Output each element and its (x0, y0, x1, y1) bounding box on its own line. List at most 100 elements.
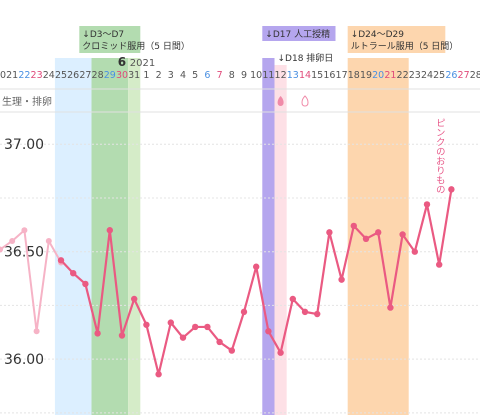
temperature-point (204, 323, 211, 331)
temperature-point (70, 269, 77, 277)
day-label: 20 (0, 70, 6, 81)
prior-temperature-point (45, 237, 52, 244)
day-label: 24 (421, 70, 433, 81)
day-label: 8 (229, 70, 235, 81)
temperature-point (82, 280, 89, 288)
day-label: 30 (116, 70, 128, 81)
temperature-point (362, 235, 370, 243)
annotation-text: ルトラール服用（5 日間） (351, 41, 459, 52)
year-label: 2021 (130, 58, 155, 69)
annotation-text: ↓D17 人工授精 (265, 28, 330, 40)
phase-band-0 (54, 58, 92, 415)
ovulation-marker (301, 95, 309, 107)
temperature-point (118, 332, 126, 339)
day-label: 10 (250, 70, 262, 81)
temperature-point (57, 257, 65, 264)
ovulation-marker (277, 96, 284, 106)
temperature-point (423, 201, 431, 208)
day-label: 12 (275, 70, 287, 81)
day-label: 26 (67, 70, 79, 81)
temperature-point (253, 263, 260, 270)
phase-band-3 (262, 58, 275, 415)
day-label: 13 (287, 70, 299, 81)
temperature-point (167, 319, 174, 326)
temperature-point (411, 248, 418, 255)
annotation-box-3 (347, 26, 446, 53)
day-label: 2 (156, 70, 162, 81)
day-label: 22 (18, 70, 30, 81)
day-label: 28 (470, 70, 480, 81)
temperature-point (277, 349, 284, 356)
temperature-point (192, 323, 199, 331)
prior-temperature-point (9, 237, 16, 244)
temperature-point (216, 338, 223, 346)
temperature-point (387, 304, 394, 311)
temperature-point (314, 310, 321, 318)
temperature-point (106, 227, 114, 234)
day-label: 28 (92, 70, 104, 81)
day-label: 6 (204, 70, 210, 81)
day-label: 27 (79, 70, 91, 81)
annotation-text: クロミッド服用（5 日間） (82, 41, 190, 52)
day-label: 25 (433, 70, 445, 81)
annotation-text: ↓D3〜D7 (82, 30, 124, 40)
row-label: 生理・排卵 (2, 95, 52, 108)
temperature-point (240, 308, 248, 316)
y-tick-label: 36.50 (4, 245, 44, 261)
y-tick-label: 36.00 (4, 352, 44, 368)
day-label: 27 (458, 70, 470, 81)
day-label: 5 (192, 70, 198, 81)
chart-header: 6202120212223242526272829303112345678910… (0, 55, 480, 108)
temperature-point (143, 321, 150, 328)
temperature-point (179, 334, 187, 341)
annotation-box-1 (262, 26, 336, 41)
day-label: 31 (128, 70, 140, 81)
prior-temperature-point (21, 227, 28, 234)
day-label: 19 (360, 70, 372, 81)
temperature-point (94, 330, 101, 337)
day-label: 9 (241, 70, 247, 81)
month-label: 6 (118, 55, 126, 69)
day-label: 23 (31, 70, 43, 81)
temperature-point (338, 276, 345, 283)
annotation-box-0 (79, 26, 141, 53)
day-label: 21 (6, 70, 18, 81)
day-label: 14 (299, 70, 311, 81)
day-label: 11 (262, 70, 274, 81)
day-label: 23 (409, 70, 421, 81)
day-label: 3 (168, 70, 174, 81)
day-label: 21 (384, 70, 396, 81)
day-label: 7 (217, 70, 223, 81)
temperature-point (350, 222, 357, 230)
day-label: 26 (445, 70, 457, 81)
annotation-text: ↓D18 排卵日 (278, 52, 334, 64)
temperature-point (448, 186, 455, 193)
temperature-point (228, 347, 235, 354)
day-label: 17 (336, 70, 348, 81)
y-tick-label: 37.00 (4, 137, 44, 153)
day-label: 24 (43, 70, 55, 81)
phase-band-4 (274, 58, 287, 415)
temperature-point (375, 229, 382, 236)
day-label: 1 (143, 70, 149, 81)
temperature-point (155, 371, 162, 378)
temperature-point (436, 261, 443, 268)
temperature-point (301, 308, 309, 316)
day-label: 15 (311, 70, 323, 81)
day-label: 25 (55, 70, 67, 81)
day-label: 29 (104, 70, 116, 81)
temperature-point (399, 231, 406, 238)
temperature-point (326, 229, 333, 236)
temperature-point (265, 328, 272, 335)
annotation-text: ↓D24〜D29 (351, 30, 405, 40)
y-axis: 37.00 36.50 36.00 (4, 137, 44, 368)
temperature-series (0, 186, 455, 378)
prior-temperature-point (33, 328, 40, 335)
annotation-box-2 (274, 50, 336, 65)
day-label: 20 (372, 70, 384, 81)
day-label: 4 (180, 70, 186, 81)
vertical-note: ピンクのおりもの (434, 118, 446, 194)
grid-lines (0, 88, 480, 414)
